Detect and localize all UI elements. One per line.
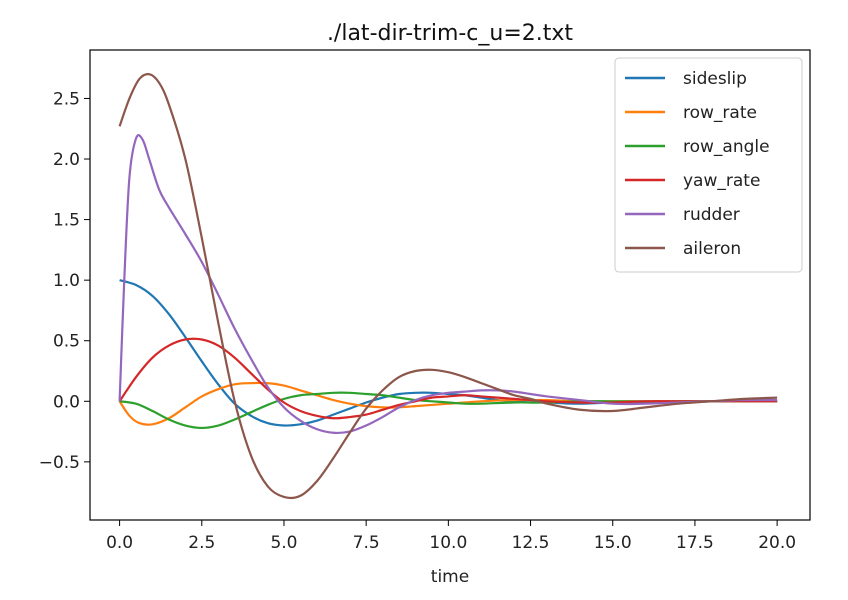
plot-lines bbox=[118, 72, 778, 500]
series-line-row-angle bbox=[119, 391, 778, 430]
series-line-yaw-rate bbox=[118, 337, 778, 420]
legend-label: row_angle bbox=[683, 137, 770, 157]
y-tick-label: 2.0 bbox=[53, 150, 80, 170]
x-tick-label: 2.5 bbox=[188, 533, 215, 553]
y-tick-label: 1.0 bbox=[53, 271, 80, 291]
y-axis-ticks: −0.5 0.0 0.5 1.0 1.5 2.0 2.5 bbox=[39, 89, 90, 473]
x-axis-ticks: 0.0 2.5 5.0 7.5 10.0 12.5 15.0 17.5 20.0 bbox=[106, 520, 796, 553]
x-tick-label: 17.5 bbox=[676, 533, 714, 553]
legend-label: sideslip bbox=[683, 69, 747, 89]
x-tick-label: 10.0 bbox=[429, 533, 467, 553]
x-tick-label: 15.0 bbox=[594, 533, 632, 553]
legend-label: row_rate bbox=[683, 103, 757, 123]
x-tick-label: 0.0 bbox=[106, 533, 133, 553]
plot-frame bbox=[89, 49, 811, 521]
y-tick-label: 0.5 bbox=[53, 332, 80, 352]
legend-label: rudder bbox=[683, 205, 740, 225]
y-tick-label: 2.5 bbox=[53, 89, 80, 109]
legend-label: aileron bbox=[683, 239, 741, 259]
y-tick-label: 0.0 bbox=[53, 392, 80, 412]
y-tick-label: −0.5 bbox=[39, 453, 80, 473]
x-tick-label: 20.0 bbox=[758, 533, 796, 553]
chart-title: ./lat-dir-trim-c_u=2.txt bbox=[327, 21, 573, 46]
series-line-aileron bbox=[118, 72, 778, 500]
x-tick-label: 12.5 bbox=[512, 533, 550, 553]
x-axis-label: time bbox=[431, 567, 469, 587]
x-tick-label: 7.5 bbox=[353, 533, 380, 553]
y-tick-label: 1.5 bbox=[53, 211, 80, 231]
legend-label: yaw_rate bbox=[683, 171, 760, 191]
x-tick-label: 5.0 bbox=[270, 533, 297, 553]
